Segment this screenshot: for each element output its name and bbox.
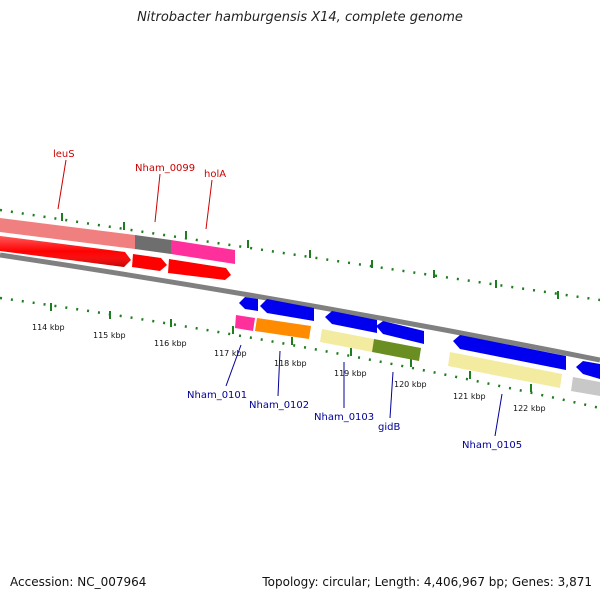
bottom-major-ticks xyxy=(50,303,532,392)
gene-next-band[interactable] xyxy=(571,377,600,396)
top-cds-arrows xyxy=(0,236,231,280)
tick-label: 122 kbp xyxy=(513,404,546,413)
map-title: Nitrobacter hamburgensis X14, complete g… xyxy=(137,10,463,25)
bottom-gene-labels: Nham_0101 Nham_0102 Nham_0103 gidB Nham_… xyxy=(187,344,522,451)
gene-holA-band[interactable] xyxy=(171,240,235,264)
tick-label: 119 kbp xyxy=(334,369,367,378)
leader-Nham_0102 xyxy=(277,350,281,397)
gene-leuS-band[interactable] xyxy=(0,218,135,249)
tick-label: 115 kbp xyxy=(93,331,126,340)
gene-label-holA[interactable]: holA xyxy=(204,169,226,180)
cds-arrow-Nham_0103-a[interactable] xyxy=(325,311,377,333)
cds-arrow-Nham_0101[interactable] xyxy=(239,297,258,311)
accession-text: Accession: NC_007964 xyxy=(10,575,147,589)
tick-label: 121 kbp xyxy=(453,392,486,401)
gene-Nham_0099-band[interactable] xyxy=(135,235,171,254)
cds-arrow-Nham_0102[interactable] xyxy=(260,299,314,321)
bottom-feature-band xyxy=(235,315,600,396)
gene-Nham_0105-band[interactable] xyxy=(448,352,562,388)
top-gene-labels: leuS Nham_0099 holA xyxy=(53,149,226,230)
tick-label: 118 kbp xyxy=(274,359,307,368)
cds-arrow-shade xyxy=(0,236,131,267)
gene-Nham_0101-band[interactable] xyxy=(235,315,255,331)
tick-label: 117 kbp xyxy=(214,349,247,358)
leader-Nham_0099 xyxy=(154,173,161,223)
gene-label-Nham_0102[interactable]: Nham_0102 xyxy=(249,400,309,411)
tick-label: 114 kbp xyxy=(32,323,65,332)
genome-summary-text: Topology: circular; Length: 4,406,967 bp… xyxy=(262,575,592,589)
top-feature-band xyxy=(0,218,235,264)
gene-gidB-band[interactable] xyxy=(372,339,421,361)
gene-label-Nham_0103[interactable]: Nham_0103 xyxy=(314,412,374,423)
leader-Nham_0105 xyxy=(494,393,503,437)
tick-label: 120 kbp xyxy=(394,380,427,389)
gene-label-Nham_0101[interactable]: Nham_0101 xyxy=(187,390,247,401)
cds-arrow-next[interactable] xyxy=(576,361,600,379)
gene-label-leuS[interactable]: leuS xyxy=(53,149,75,160)
cds-arrow-Nham_0099[interactable] xyxy=(132,254,167,271)
top-major-ticks xyxy=(61,213,559,299)
cds-arrow-Nham_0105[interactable] xyxy=(453,335,566,370)
cds-arrow-gidB[interactable] xyxy=(376,321,424,344)
leader-leuS xyxy=(57,159,67,210)
leader-Nham_0101 xyxy=(225,344,242,387)
kbp-tick-labels: 114 kbp 115 kbp 116 kbp 117 kbp 118 kbp … xyxy=(32,323,546,413)
bottom-cds-arrows xyxy=(239,297,600,379)
leader-holA xyxy=(205,179,213,230)
gene-Nham_0103-band[interactable] xyxy=(320,329,374,352)
gene-Nham_0102-band[interactable] xyxy=(255,318,311,339)
tick-label: 116 kbp xyxy=(154,339,187,348)
gene-label-Nham_0099[interactable]: Nham_0099 xyxy=(135,163,195,174)
cds-arrow-holA[interactable] xyxy=(168,259,231,280)
gene-label-Nham_0105[interactable]: Nham_0105 xyxy=(462,440,522,451)
leader-gidB xyxy=(389,371,394,419)
genome-backbone xyxy=(0,252,600,363)
gene-label-gidB[interactable]: gidB xyxy=(378,422,400,433)
